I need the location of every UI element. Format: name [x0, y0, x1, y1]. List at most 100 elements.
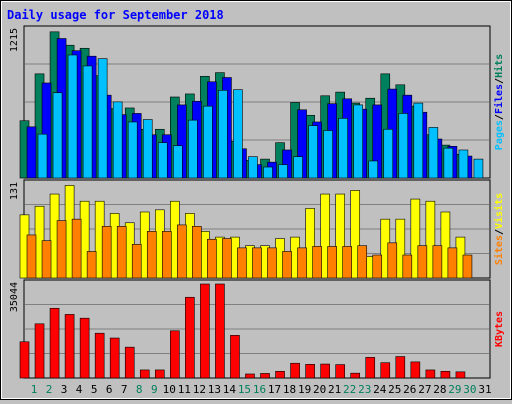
bar-layer — [19, 31, 484, 379]
x-tick-label: 4 — [76, 383, 83, 396]
axis-label-part-sites: Sites — [493, 235, 505, 265]
bar-kbytes-day-22 — [335, 364, 345, 379]
bar-pages-day-22 — [353, 104, 363, 179]
bar-kbytes-day-8 — [124, 346, 135, 379]
bar-kbytes-day-21 — [320, 363, 330, 379]
x-tick-label: 22 — [343, 383, 356, 396]
bar-pages-day-12 — [203, 105, 213, 179]
axis-label-separator: / — [494, 78, 505, 84]
bar-sites-day-12 — [192, 226, 202, 279]
bar-pages-day-25 — [398, 113, 409, 179]
bar-pages-day-13 — [218, 89, 228, 179]
bar-sites-day-15 — [237, 247, 247, 279]
bar-kbytes-day-20 — [305, 364, 315, 379]
x-tick-label: 27 — [418, 383, 431, 396]
bar-sites-day-6 — [101, 226, 112, 279]
bar-kbytes-day-9 — [139, 369, 150, 379]
bar-visits-day-21 — [320, 193, 330, 279]
bar-kbytes-day-1 — [19, 341, 30, 379]
bar-sites-day-1 — [26, 234, 37, 279]
axis-label-part-files: Files — [493, 84, 505, 114]
bar-pages-day-18 — [293, 156, 303, 179]
x-tick-label: 20 — [313, 383, 326, 396]
bar-visits-day-29 — [440, 211, 451, 279]
bar-pages-day-1 — [37, 133, 48, 179]
x-tick-label: 10 — [163, 383, 176, 396]
bar-sites-day-7 — [116, 226, 127, 279]
bar-kbytes-day-27 — [410, 361, 421, 379]
bar-sites-day-17 — [267, 247, 277, 279]
x-tick-label: 1 — [31, 383, 38, 396]
bar-sites-day-14 — [222, 238, 232, 279]
bar-visits-day-20 — [305, 208, 315, 279]
bar-kbytes-day-10 — [154, 369, 165, 379]
bar-pages-day-11 — [188, 119, 198, 179]
bar-kbytes-day-18 — [275, 370, 285, 379]
bar-pages-day-17 — [278, 164, 288, 179]
bar-pages-day-3 — [67, 54, 78, 179]
bar-sites-day-27 — [417, 245, 428, 279]
bar-sites-day-22 — [342, 246, 352, 279]
bar-pages-day-30 — [473, 158, 484, 179]
x-tick-label: 21 — [328, 383, 341, 396]
bar-pages-day-21 — [338, 118, 348, 179]
bar-sites-day-11 — [177, 224, 187, 279]
bar-kbytes-day-19 — [290, 362, 300, 379]
axis-label-kbytes: KBytes — [494, 311, 505, 347]
x-tick-label: 9 — [151, 383, 158, 396]
axis-label-part-hits: Hits — [493, 54, 505, 78]
bar-kbytes-day-16 — [245, 373, 255, 379]
x-tick-label: 29 — [448, 383, 461, 396]
x-tick-label: 28 — [433, 383, 446, 396]
bar-kbytes-day-13 — [200, 283, 210, 379]
x-tick-label: 8 — [136, 383, 143, 396]
bar-kbytes-day-15 — [230, 335, 240, 379]
x-tick-label: 5 — [91, 383, 98, 396]
bar-pages-day-8 — [142, 119, 153, 179]
x-tick-label: 30 — [463, 383, 476, 396]
bar-kbytes-day-12 — [185, 296, 195, 379]
bar-sites-day-8 — [131, 243, 142, 279]
bar-kbytes-day-30 — [455, 371, 466, 379]
x-tick-label: 16 — [253, 383, 266, 396]
bar-sites-day-3 — [56, 220, 67, 279]
x-tick-label: 17 — [268, 383, 281, 396]
bar-pages-day-5 — [97, 58, 108, 179]
bar-sites-day-19 — [297, 247, 307, 279]
axis-label-hits-files-pages: Pages/Files/Hits — [493, 54, 505, 150]
bar-sites-day-13 — [207, 238, 217, 279]
bar-visits-day-27 — [410, 198, 421, 279]
x-tick-label: 15 — [238, 383, 251, 396]
x-tick-label: 14 — [223, 383, 237, 396]
x-tick-label: 13 — [208, 383, 221, 396]
x-tick-label: 11 — [178, 383, 191, 396]
bar-visits-day-28 — [425, 200, 436, 279]
bar-visits-day-23 — [350, 190, 361, 279]
bar-pages-day-4 — [82, 65, 93, 179]
x-tick-label: 19 — [298, 383, 311, 396]
bar-sites-day-20 — [312, 246, 322, 279]
bar-sites-day-18 — [282, 251, 292, 279]
bar-pages-day-16 — [263, 166, 273, 179]
bar-pages-day-24 — [383, 128, 394, 179]
x-tick-label: 25 — [388, 383, 401, 396]
bar-sites-day-5 — [86, 251, 97, 279]
x-tick-label: 7 — [121, 383, 128, 396]
x-tick-label: 24 — [373, 383, 387, 396]
axis-label-visits-sites: Sites/Visits — [493, 193, 505, 265]
bar-sites-day-29 — [447, 247, 458, 279]
bar-sites-day-26 — [402, 254, 413, 279]
bar-kbytes-day-29 — [440, 370, 451, 379]
bar-kbytes-day-17 — [260, 373, 270, 379]
bar-pages-day-23 — [368, 160, 379, 179]
bar-sites-day-21 — [327, 246, 337, 279]
x-tick-label: 3 — [61, 383, 68, 396]
bar-sites-day-4 — [71, 218, 82, 279]
bar-kbytes-day-28 — [425, 369, 436, 379]
bar-visits-day-22 — [335, 193, 345, 279]
scale-label-kbytes: 35044 — [9, 282, 20, 312]
bar-kbytes-day-14 — [215, 283, 225, 379]
bar-sites-day-16 — [252, 247, 262, 279]
bar-pages-day-27 — [428, 127, 439, 179]
